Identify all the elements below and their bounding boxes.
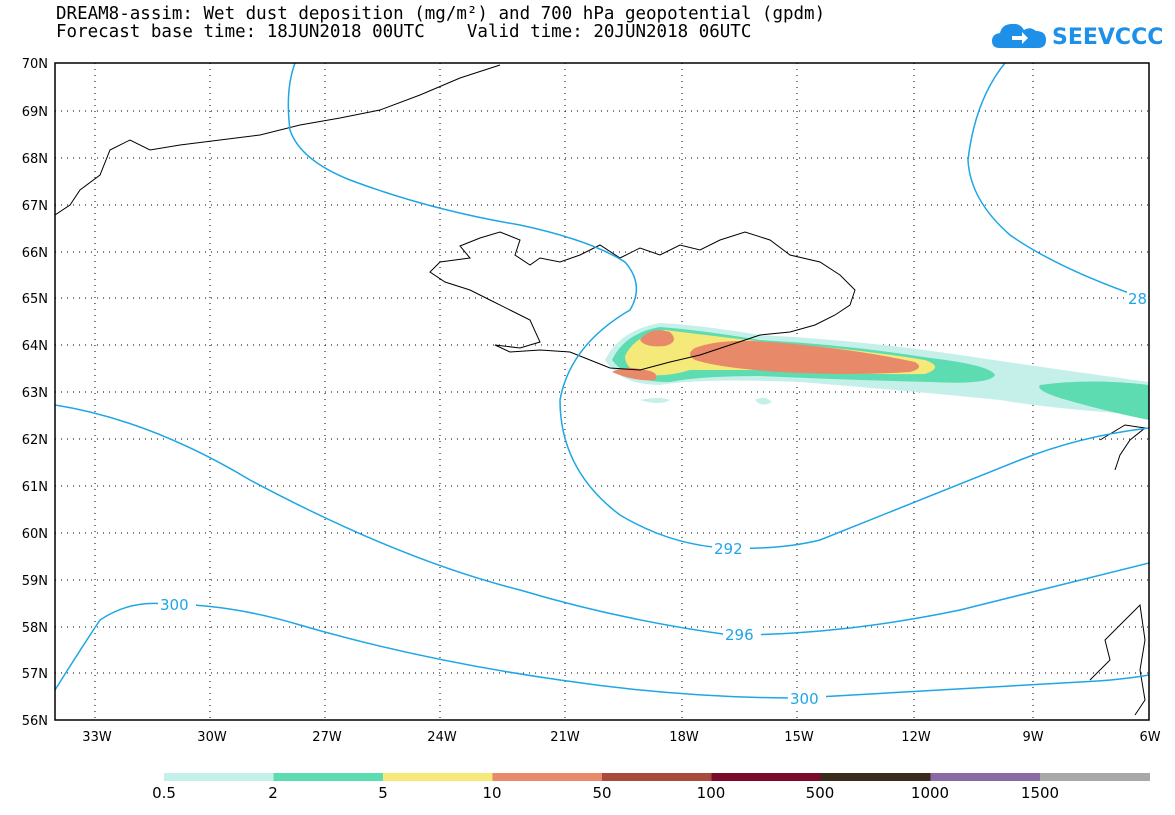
lat-label: 70N	[22, 57, 48, 72]
contour-label-28: 28	[1128, 290, 1147, 308]
lat-label: 66N	[22, 246, 48, 261]
greenland-coast	[55, 64, 501, 216]
colorbar-label: 500	[805, 784, 835, 802]
colorbar-label: 50	[592, 784, 612, 802]
colorbar-swatch	[383, 773, 493, 781]
colorbar-swatch	[602, 773, 712, 781]
dust-deposition-plume	[605, 323, 1149, 420]
colorbar-label: 10	[482, 784, 502, 802]
lat-label: 60N	[22, 527, 48, 542]
lat-label: 69N	[22, 105, 48, 120]
logo-text: SEEVCCC	[1052, 25, 1164, 50]
longitude-labels: 33W 30W 27W 24W 21W 18W 15W 12W 9W 6W	[82, 730, 1160, 745]
lon-label: 9W	[1022, 730, 1043, 745]
colorbar-label: 2	[268, 784, 278, 802]
colorbar-swatch	[492, 773, 603, 781]
contour-label-300-south: 300	[790, 690, 819, 708]
map-frame	[54, 62, 1150, 721]
cloud-logo-icon	[992, 23, 1046, 48]
iceland-coast	[429, 231, 856, 371]
title-line-2: Forecast base time: 18JUN2018 00UTC Vali…	[56, 22, 752, 42]
lon-label: 18W	[669, 730, 699, 745]
colorbar-swatch	[273, 773, 384, 781]
contour-labels: 292 296 300 300 28	[158, 290, 1149, 708]
lat-label: 58N	[22, 621, 48, 636]
contour-292-north	[287, 63, 1149, 550]
lat-label: 59N	[22, 574, 48, 589]
colorbar-swatch	[821, 773, 931, 781]
lat-label: 62N	[22, 433, 48, 448]
lat-label: 61N	[22, 480, 48, 495]
colorbar-swatch	[1040, 773, 1150, 781]
colorbar	[164, 773, 1150, 781]
contour-28x-east	[967, 63, 1149, 301]
colorbar-label: 1500	[1020, 784, 1060, 802]
lat-label: 56N	[22, 714, 48, 729]
colorbar-label: 1000	[910, 784, 950, 802]
lon-label: 27W	[312, 730, 342, 745]
colorbar-label: 100	[696, 784, 726, 802]
title-line-1: DREAM8-assim: Wet dust deposition (mg/m²…	[56, 4, 826, 24]
uk-coast	[1089, 603, 1146, 716]
lat-label: 67N	[22, 199, 48, 214]
seevccc-logo: SEEVCCC	[990, 18, 1175, 58]
lon-label: 12W	[901, 730, 931, 745]
contour-label-292: 292	[714, 540, 743, 558]
lat-label: 57N	[22, 667, 48, 682]
colorbar-label: 5	[378, 784, 388, 802]
lat-label: 63N	[22, 386, 48, 401]
contour-296	[55, 404, 1149, 636]
lat-label: 65N	[22, 292, 48, 307]
lat-label: 64N	[22, 339, 48, 354]
lon-label: 33W	[82, 730, 112, 745]
colorbar-swatch	[930, 773, 1041, 781]
latitude-labels: 70N 69N 68N 67N 66N 65N 64N 63N 62N 61N …	[22, 57, 48, 729]
lat-label: 68N	[22, 152, 48, 167]
colorbar-swatch	[711, 773, 822, 781]
colorbar-swatch	[164, 773, 274, 781]
lon-label: 21W	[550, 730, 580, 745]
coastlines	[55, 64, 1147, 716]
colorbar-label: 0.5	[152, 784, 176, 802]
contour-label-300-west: 300	[160, 596, 189, 614]
lat-lon-grid	[55, 63, 1149, 720]
geopotential-contours	[55, 63, 1149, 699]
lon-label: 24W	[427, 730, 457, 745]
contour-300-west	[55, 602, 1149, 699]
lon-label: 30W	[197, 730, 227, 745]
contour-label-296: 296	[725, 626, 754, 644]
lon-label: 15W	[784, 730, 814, 745]
scotland-coast	[1099, 424, 1147, 471]
lon-label: 6W	[1139, 730, 1160, 745]
